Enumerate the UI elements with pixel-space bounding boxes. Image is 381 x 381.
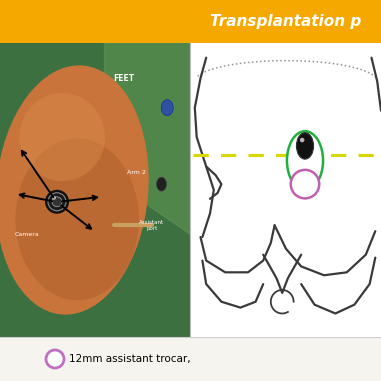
Ellipse shape [161, 100, 173, 116]
Circle shape [52, 197, 62, 207]
Ellipse shape [19, 93, 105, 181]
Circle shape [48, 193, 66, 211]
Ellipse shape [157, 177, 166, 191]
Circle shape [291, 170, 319, 199]
Text: Camera: Camera [14, 232, 39, 237]
Bar [0, 0, 381, 43]
Text: Arm 2: Arm 2 [127, 170, 146, 175]
Ellipse shape [0, 66, 149, 315]
Circle shape [46, 350, 64, 368]
Ellipse shape [296, 133, 314, 159]
Text: 12mm assistant trocar,: 12mm assistant trocar, [69, 354, 190, 364]
Text: Assistant
port: Assistant port [139, 220, 165, 231]
Ellipse shape [287, 131, 323, 190]
Text: Transplantation p: Transplantation p [210, 14, 361, 29]
Circle shape [300, 138, 304, 142]
Polygon shape [104, 43, 190, 234]
Circle shape [52, 196, 56, 200]
Text: FEET: FEET [113, 74, 134, 83]
Bar [0, 337, 381, 381]
Bar [191, 43, 381, 337]
Ellipse shape [16, 139, 139, 300]
Bar [0, 43, 190, 337]
Circle shape [45, 190, 69, 214]
